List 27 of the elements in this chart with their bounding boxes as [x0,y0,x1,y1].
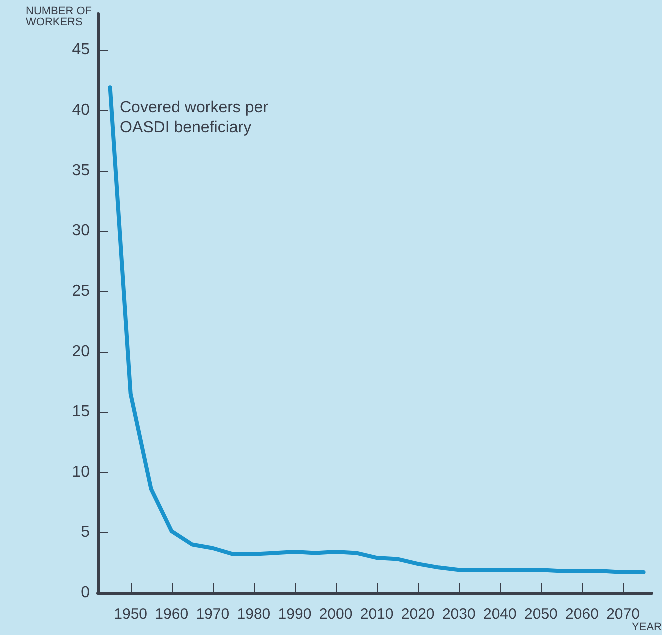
x-tick-label: 1960 [155,606,189,623]
y-tick-label: 5 [81,524,90,542]
x-tick-label: 1950 [114,606,148,623]
y-tick-label: 30 [72,222,90,240]
y-axis-title: NUMBER OF WORKERS [26,6,92,28]
series-label: Covered workers per OASDI beneficiary [120,100,270,136]
x-tick-label: 2010 [360,606,394,623]
x-tick-label: 2040 [483,606,517,623]
y-tick-label: 20 [72,343,90,360]
x-tick-label: 2060 [566,606,599,623]
y-tick-label: 15 [72,404,90,421]
x-tick-label: 2020 [401,606,435,623]
x-tick-label: 2030 [442,606,476,623]
x-tick-label: 1970 [196,606,230,623]
x-tick-label: 1980 [237,606,271,623]
y-tick-label: 35 [72,162,90,180]
x-tick-label: 2070 [606,606,640,623]
y-tick-label: 10 [72,464,90,481]
x-tick-label: 1990 [278,606,312,623]
line-series [108,86,646,574]
y-tick-label: 25 [72,282,90,300]
x-tick-label: 2000 [319,606,353,623]
y-tick-label: 0 [81,584,90,602]
y-tick-label: 45 [72,42,90,59]
x-axis-title: YEAR [632,622,662,634]
x-tick-label: 2050 [524,606,558,623]
y-tick-label: 40 [72,102,90,119]
